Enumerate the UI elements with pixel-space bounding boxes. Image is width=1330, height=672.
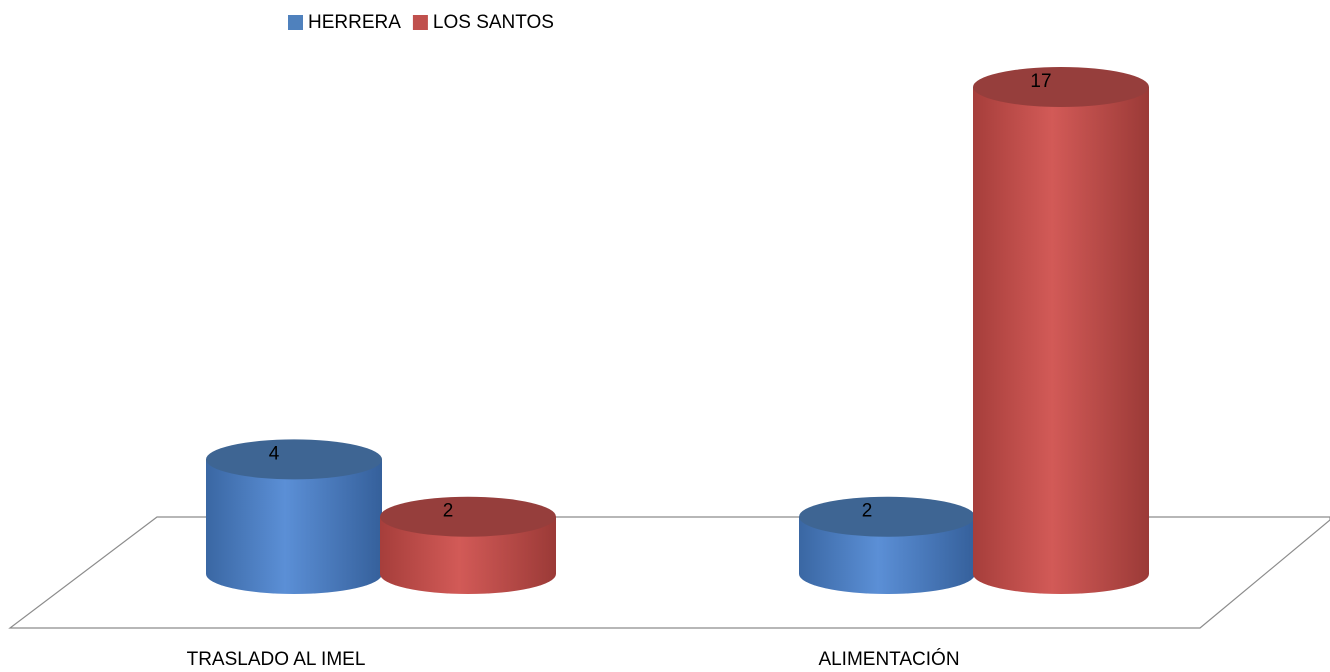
bar	[973, 87, 1149, 594]
bar-top	[206, 439, 382, 480]
bar	[380, 516, 556, 594]
data-label: 2	[862, 501, 873, 522]
legend-label: HERRERA	[308, 12, 401, 33]
data-label: 17	[1030, 71, 1051, 92]
legend-label: LOS SANTOS	[433, 12, 554, 33]
x-tick-label: ALIMENTACIÓN	[818, 648, 959, 670]
data-label: 4	[269, 443, 280, 464]
bar-top	[973, 67, 1149, 107]
x-tick-label: TRASLADO AL IMEL	[187, 649, 366, 670]
bar-top	[799, 496, 975, 537]
bar	[799, 516, 975, 594]
legend-swatch	[412, 15, 428, 30]
data-label: 2	[443, 501, 454, 522]
legend-swatch	[288, 15, 303, 30]
bar	[206, 459, 382, 594]
bar-top	[380, 496, 556, 537]
